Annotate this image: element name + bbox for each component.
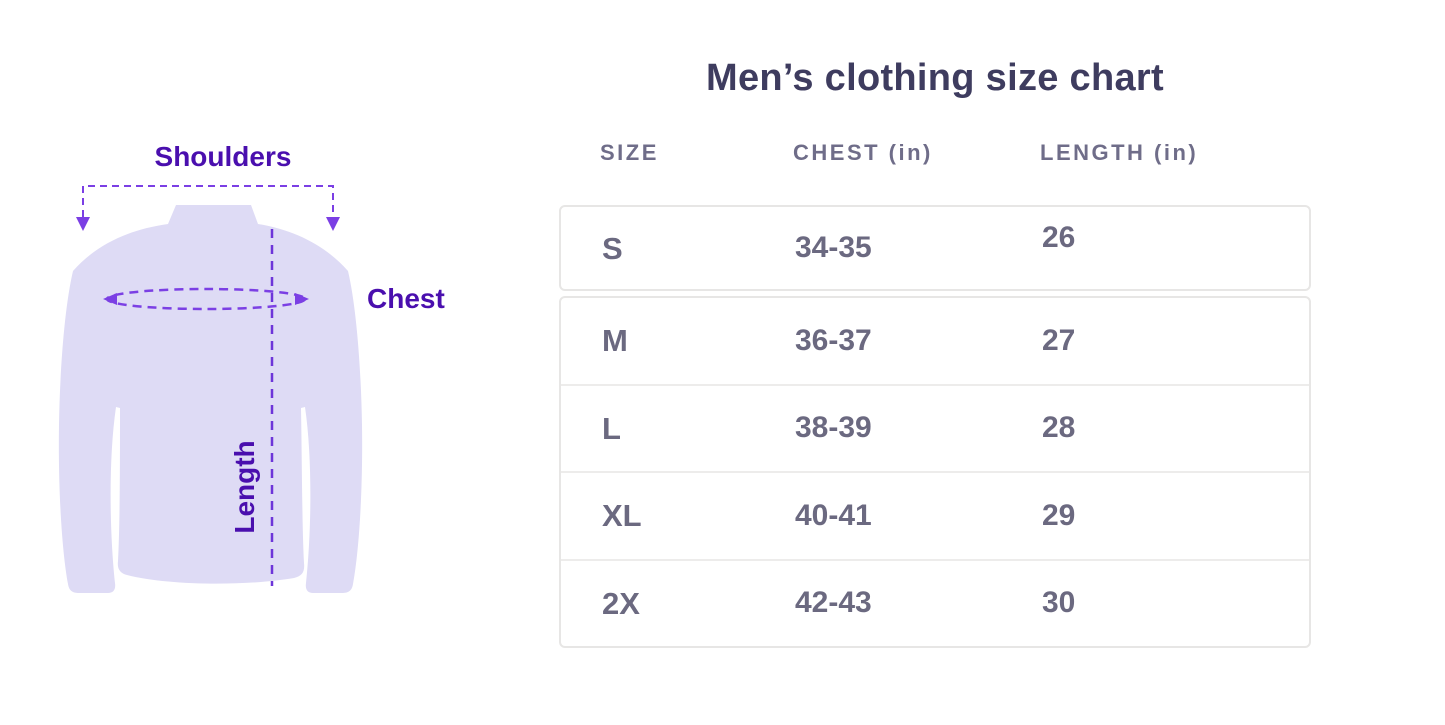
- column-header-size: SIZE: [600, 140, 659, 165]
- size-value: S: [602, 230, 623, 266]
- table-row: XL 40-41 29: [561, 471, 1309, 559]
- size-value: L: [602, 410, 621, 446]
- chest-value: 42-43: [795, 586, 872, 620]
- table-section-s: S 34-35 26: [559, 205, 1311, 291]
- size-value: XL: [602, 498, 642, 534]
- shirt-measurement-diagram: Shoulders Chest Length: [0, 0, 520, 725]
- shoulders-arrow-right-icon: [326, 217, 340, 231]
- chest-arrow-left-icon: [103, 293, 117, 305]
- page-title: Men’s clothing size chart: [706, 57, 1164, 99]
- length-value: 28: [1042, 411, 1076, 445]
- column-header-length: LENGTH (in): [1040, 140, 1199, 165]
- chest-value: 40-41: [795, 498, 872, 532]
- table-row: 2X 42-43 30: [561, 558, 1309, 647]
- chest-label: Chest: [367, 283, 445, 314]
- table-row: L 38-39 28: [561, 383, 1309, 472]
- chest-value: 38-39: [795, 411, 872, 445]
- size-value: M: [602, 323, 628, 359]
- chest-value: 36-37: [795, 323, 872, 357]
- length-value: 27: [1042, 323, 1076, 357]
- table-header-row: SIZE CHEST (in) LENGTH (in): [559, 140, 1311, 166]
- shirt-back-icon: [58, 185, 363, 593]
- table-row: S 34-35 26: [561, 207, 1309, 289]
- column-header-chest: CHEST (in): [793, 140, 933, 165]
- shoulders-measure-line: [82, 185, 334, 217]
- length-value: 30: [1042, 586, 1076, 620]
- shoulders-label: Shoulders: [154, 141, 292, 172]
- shoulders-arrow-left-icon: [76, 217, 90, 231]
- table-row: M 36-37 27: [561, 298, 1309, 384]
- length-value: 29: [1042, 498, 1076, 532]
- length-label: Length: [229, 440, 260, 534]
- length-value: 26: [1042, 221, 1076, 254]
- shirt-silhouette: [58, 205, 363, 593]
- size-value: 2X: [602, 585, 640, 621]
- table-section-m-2x: M 36-37 27 L 38-39 28 XL 40-41 29 2X 42-…: [559, 296, 1311, 648]
- chest-value: 34-35: [795, 231, 872, 264]
- chest-arrow-right-icon: [295, 293, 309, 305]
